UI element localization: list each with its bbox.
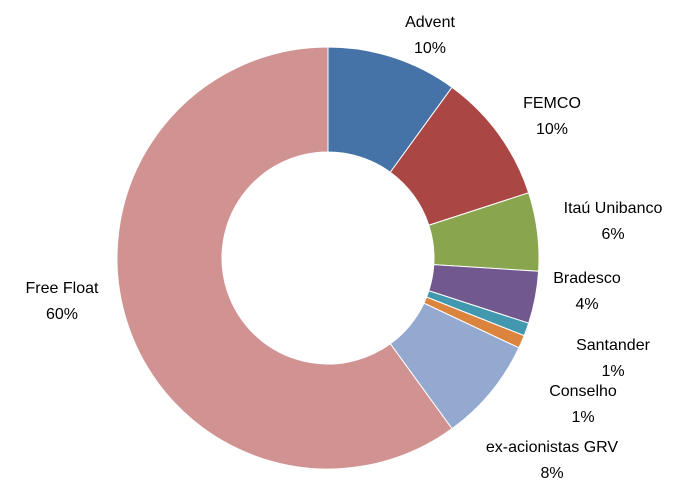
donut-slice — [116, 46, 453, 470]
slice-label: Free Float — [26, 280, 99, 297]
slice-value-label: 6% — [601, 226, 624, 243]
slice-label: Advent — [405, 14, 455, 31]
slice-value-label: 1% — [571, 409, 594, 426]
slice-value-label: 1% — [601, 363, 624, 380]
slice-label: FEMCO — [523, 95, 581, 112]
slice-value-label: 8% — [540, 465, 563, 482]
slice-label: ex-acionistas GRV — [486, 439, 619, 456]
slice-label: Santander — [576, 337, 651, 354]
slice-value-label: 10% — [414, 40, 446, 57]
slice-label: Conselho — [549, 383, 617, 400]
slice-value-label: 4% — [575, 296, 598, 313]
slice-value-label: 60% — [46, 306, 78, 323]
slice-label: Bradesco — [553, 270, 621, 287]
slice-label: Itaú Unibanco — [564, 200, 663, 217]
slice-value-label: 10% — [536, 121, 568, 138]
